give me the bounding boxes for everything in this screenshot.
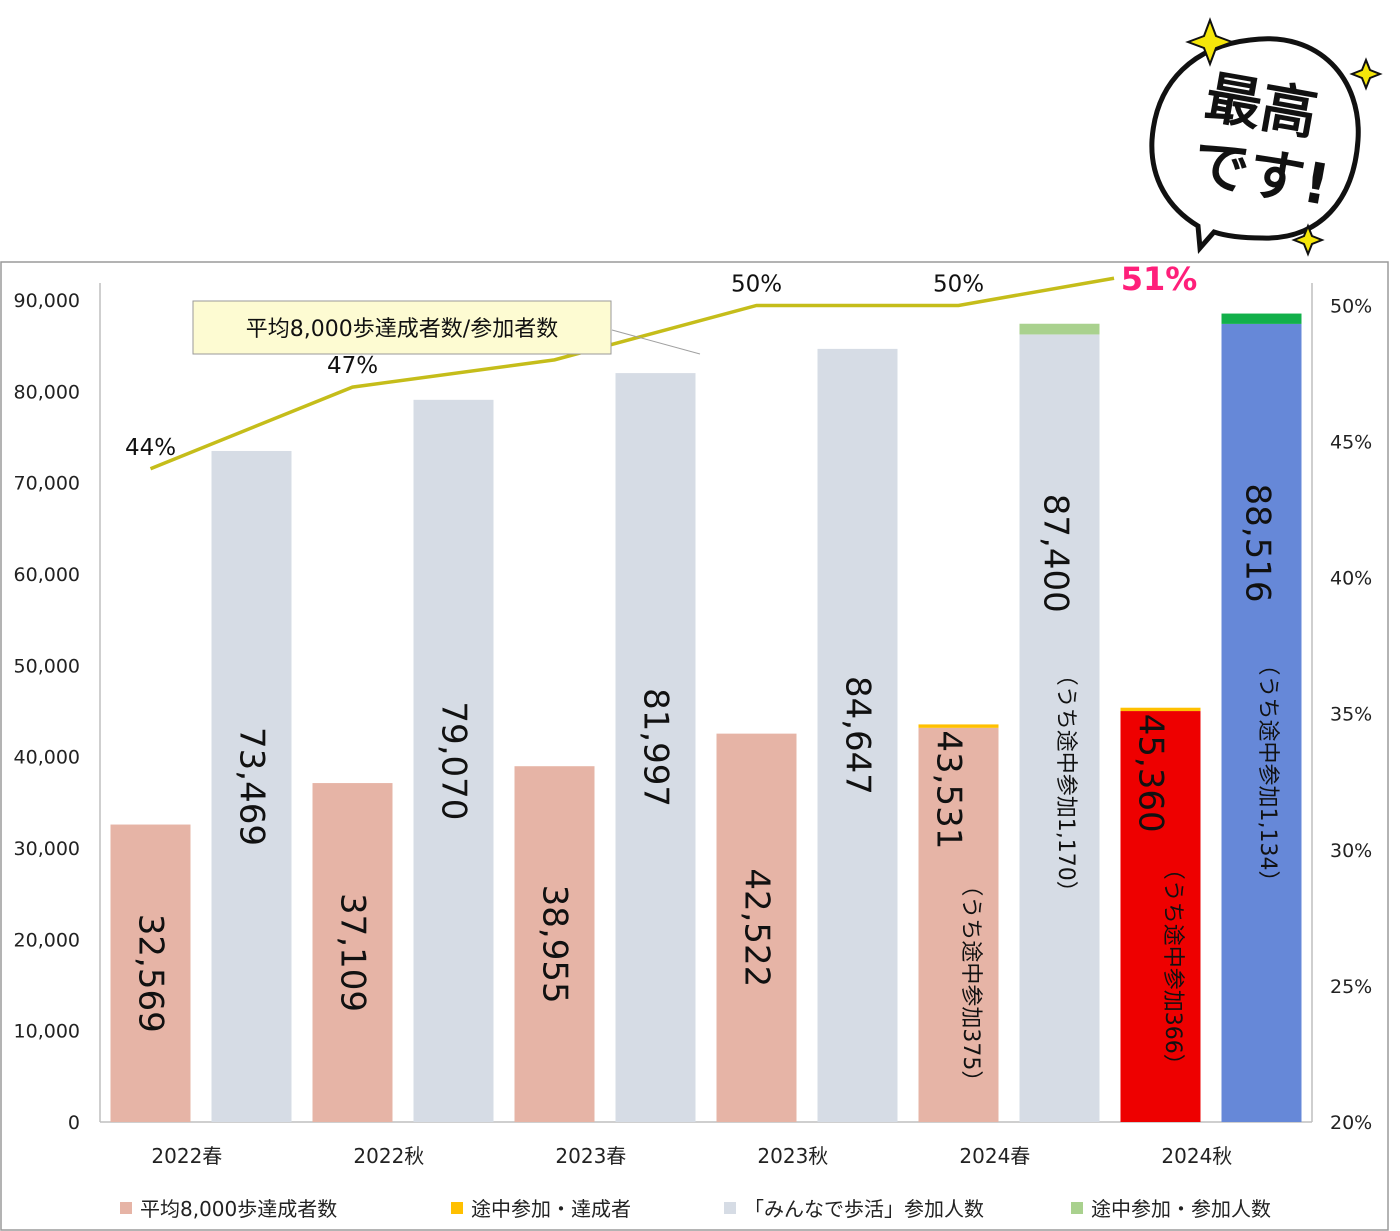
callout-leader (611, 329, 701, 355)
bar-achievers (514, 766, 595, 1122)
category-labels: 2022春 2022秋 2023春 2023秋 2024春 2024秋 (151, 1144, 1232, 1168)
best-badge: 最高 です! (1149, 17, 1383, 257)
callout-text: 平均8,000歩達成者数/参加者数 (246, 317, 558, 342)
sparkle-icon (1291, 223, 1325, 257)
rate-label: 44% (125, 435, 176, 461)
category-label: 2022秋 (353, 1144, 424, 1168)
bar-achievers (1120, 711, 1201, 1122)
bar-value-label: （うち途中参加1,134） (1255, 654, 1280, 893)
bar-achievers (312, 783, 393, 1122)
legend-label: 「みんなで歩活」参加人数 (744, 1197, 984, 1221)
y-tick-left: 40,000 (14, 747, 80, 769)
y-ticks-left: 0 10,000 20,000 30,000 40,000 50,000 60,000 70,… (14, 290, 80, 1134)
bar-value-label: 42,522 (737, 868, 777, 987)
bar-value-label: 81,997 (636, 688, 676, 807)
bar-late-achievers (918, 724, 999, 728)
y-tick-left: 60,000 (14, 564, 80, 586)
y-tick-right: 20% (1330, 1112, 1372, 1134)
bar-late-achievers (1120, 707, 1201, 712)
bar-value-label: （うち途中参加366） (1160, 858, 1185, 1076)
rate-label: 50% (731, 271, 782, 297)
y-tick-left: 30,000 (14, 838, 80, 860)
callout-box (192, 300, 612, 355)
bar-value-label: 45,360 (1131, 714, 1171, 833)
rate-series-line (149, 276, 1115, 471)
sparkle-icon (1349, 57, 1383, 91)
bar-value-label: 43,531 (929, 730, 969, 849)
legend-label: 平均8,000歩達成者数 (140, 1197, 337, 1221)
bar-achievers (918, 727, 999, 1122)
bar-participants (1221, 323, 1302, 1122)
category-label: 2023春 (555, 1144, 626, 1168)
bar-value-label: 88,516 (1238, 484, 1278, 603)
bars (110, 313, 1302, 1122)
y-tick-left: 90,000 (14, 290, 80, 312)
y-tick-right: 30% (1330, 840, 1372, 862)
bar-value-label: 87,400 (1036, 494, 1076, 613)
y-tick-left: 70,000 (14, 473, 80, 495)
bar-value-label: （うち途中参加375） (958, 874, 983, 1092)
legend-swatch (120, 1202, 132, 1214)
bar-value-label: 32,569 (131, 914, 171, 1033)
y-tick-right: 40% (1330, 568, 1372, 590)
bar-achievers (110, 824, 191, 1122)
bar-participants (1019, 334, 1100, 1122)
legend-swatch (451, 1202, 463, 1214)
legend-swatch (724, 1202, 736, 1214)
category-label: 2024春 (959, 1144, 1030, 1168)
legend-swatch (1071, 1202, 1083, 1214)
legend-label: 途中参加・参加人数 (1091, 1197, 1271, 1221)
bar-value-label: 73,469 (232, 727, 272, 846)
bar-value-label: （うち途中参加1,170） (1053, 664, 1078, 903)
category-label: 2023秋 (757, 1144, 828, 1168)
bar-value-label: 79,070 (434, 701, 474, 820)
bar-achievers (716, 733, 797, 1122)
rate-label: 50% (933, 271, 984, 297)
callout: 平均8,000歩達成者数/参加者数 (192, 300, 701, 355)
rate-label: 47% (327, 353, 378, 379)
legend: 平均8,000歩達成者数 途中参加・達成者 「みんなで歩活」参加人数 途中参加・参加人… (120, 1197, 1271, 1221)
bar-late-participants (1221, 313, 1302, 324)
y-tick-left: 20,000 (14, 929, 80, 951)
sparkle-icon (1185, 17, 1235, 67)
y-ticks-right: 20% 25% 30% 35% 40% 45% 50% (1330, 295, 1372, 1134)
bar-value-label: 37,109 (333, 893, 373, 1012)
legend-label: 途中参加・達成者 (471, 1197, 631, 1221)
y-tick-right: 50% (1330, 295, 1372, 317)
bar-value-label: 38,955 (535, 885, 575, 1004)
y-tick-right: 35% (1330, 704, 1372, 726)
bar-participants (817, 348, 898, 1122)
bar-value-label: 84,647 (838, 676, 878, 795)
bar-participants (211, 450, 292, 1122)
bar-labels: 32,569 73,469 37,109 79,070 38,955 81,997 42,5… (131, 484, 1281, 1093)
category-label: 2024秋 (1161, 1144, 1232, 1168)
y-tick-right: 45% (1330, 432, 1372, 454)
bar-participants (615, 373, 696, 1122)
y-tick-left: 80,000 (14, 381, 80, 403)
category-label: 2022春 (151, 1144, 222, 1168)
rate-label-highlight: 51% (1121, 260, 1198, 298)
bar-late-participants (1019, 323, 1100, 335)
y-tick-right: 25% (1330, 976, 1372, 998)
y-tick-left: 0 (68, 1112, 80, 1134)
y-tick-left: 10,000 (14, 1021, 80, 1043)
bar-participants (413, 399, 494, 1122)
y-tick-left: 50,000 (14, 655, 80, 677)
